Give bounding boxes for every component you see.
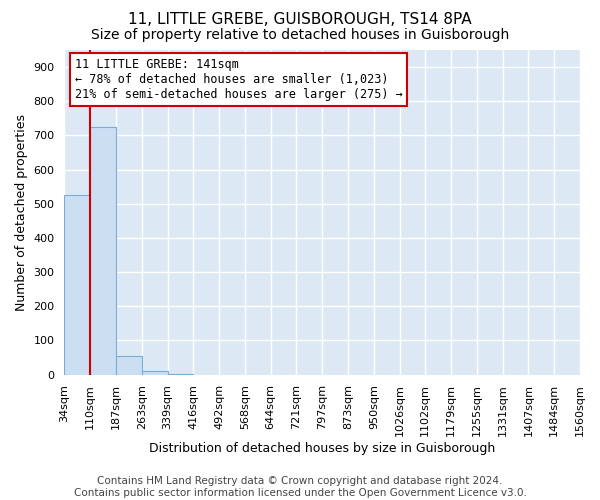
Bar (90, 127, 116, 374)
Bar (116, 356, 142, 374)
Bar (64, 195, 90, 374)
Text: Size of property relative to detached houses in Guisborough: Size of property relative to detached ho… (91, 28, 509, 42)
Text: Contains HM Land Registry data © Crown copyright and database right 2024.
Contai: Contains HM Land Registry data © Crown c… (74, 476, 526, 498)
Text: 11, LITTLE GREBE, GUISBOROUGH, TS14 8PA: 11, LITTLE GREBE, GUISBOROUGH, TS14 8PA (128, 12, 472, 28)
Bar (142, 371, 167, 374)
Y-axis label: Number of detached properties: Number of detached properties (15, 114, 28, 311)
Text: 11 LITTLE GREBE: 141sqm
← 78% of detached houses are smaller (1,023)
21% of semi: 11 LITTLE GREBE: 141sqm ← 78% of detache… (75, 58, 403, 101)
X-axis label: Distribution of detached houses by size in Guisborough: Distribution of detached houses by size … (149, 442, 496, 455)
